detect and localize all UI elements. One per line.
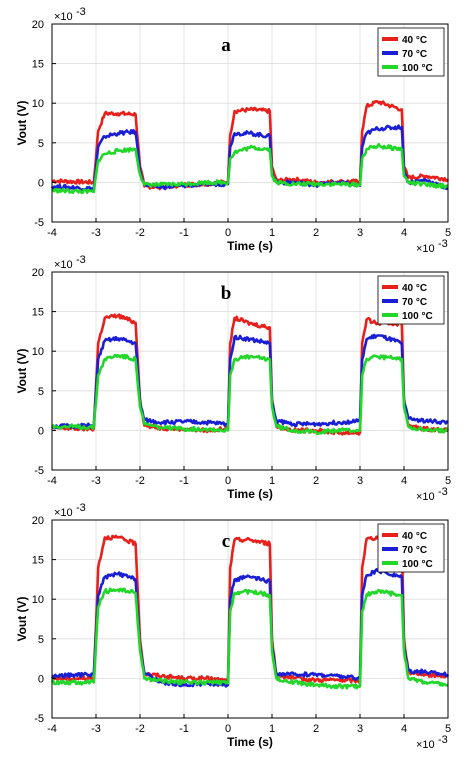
- panel-label: c: [222, 531, 230, 552]
- x-tick-label: -1: [179, 227, 189, 239]
- x-tick-label: 1: [269, 475, 275, 487]
- y-multiplier-exponent: -3: [76, 502, 86, 514]
- y-axis-label: Vout (V): [15, 348, 29, 393]
- x-axis-label: Time (s): [227, 239, 273, 253]
- x-axis-label: Time (s): [227, 487, 273, 501]
- legend-entry-label: 100 °C: [402, 63, 433, 74]
- legend-entry-label: 100 °C: [402, 559, 433, 570]
- x-multiplier-exponent: -3: [438, 734, 448, 746]
- y-tick-label: 5: [38, 138, 44, 150]
- x-tick-label: 0: [225, 723, 231, 735]
- x-multiplier-exponent: -3: [438, 486, 448, 498]
- series-line-70Cc: [50, 124, 449, 192]
- x-tick-label: -1: [179, 723, 189, 735]
- x-tick-label: -3: [91, 227, 101, 239]
- x-tick-label: 2: [313, 227, 319, 239]
- x-tick-label: -4: [47, 475, 57, 487]
- y-tick-label: 0: [38, 425, 44, 437]
- y-tick-label: -5: [34, 217, 44, 229]
- x-tick-label: -2: [135, 475, 145, 487]
- y-tick-label: 10: [32, 98, 44, 110]
- x-multiplier-exponent: -3: [438, 238, 448, 250]
- y-tick-label: 10: [32, 346, 44, 358]
- legend-entry-label: 40 °C: [402, 35, 427, 46]
- legend-entry-label: 70 °C: [402, 297, 427, 308]
- x-multiplier: ×10: [416, 243, 435, 255]
- series-line-100Cc: [51, 353, 450, 436]
- y-tick-label: -5: [34, 713, 44, 725]
- legend-entry-label: 40 °C: [402, 531, 427, 542]
- series-line-70Cc: [51, 333, 449, 430]
- legend: 40 °C 70 °C 100 °C: [377, 27, 445, 77]
- x-tick-label: 3: [357, 475, 363, 487]
- x-tick-label: -2: [135, 227, 145, 239]
- x-tick-label: -2: [135, 723, 145, 735]
- y-multiplier: ×10: [54, 259, 73, 271]
- x-tick-label: 3: [357, 227, 363, 239]
- legend-entry-label: 70 °C: [402, 545, 427, 556]
- y-tick-label: 5: [38, 386, 44, 398]
- y-axis-label: Vout (V): [15, 100, 29, 145]
- x-tick-label: -3: [91, 723, 101, 735]
- x-tick-label: 0: [225, 227, 231, 239]
- legend-entry-label: 70 °C: [402, 49, 427, 60]
- y-tick-label: 15: [32, 307, 44, 319]
- y-tick-label: 10: [32, 594, 44, 606]
- x-tick-label: 2: [313, 475, 319, 487]
- x-multiplier: ×10: [416, 739, 435, 751]
- x-tick-label: 0: [225, 475, 231, 487]
- x-multiplier: ×10: [416, 491, 435, 503]
- y-axis-label: Vout (V): [15, 596, 29, 641]
- x-tick-label: 1: [269, 227, 275, 239]
- y-multiplier-exponent: -3: [76, 6, 86, 18]
- x-tick-label: 4: [401, 723, 407, 735]
- x-tick-label: 2: [313, 723, 319, 735]
- series-line-100Cc: [51, 142, 449, 195]
- x-tick-label: 1: [269, 723, 275, 735]
- axes-frame: [51, 23, 449, 223]
- y-tick-label: 20: [32, 19, 44, 31]
- series-line-40Cc: [51, 100, 450, 191]
- y-tick-label: 15: [32, 59, 44, 71]
- axes-frame: [51, 271, 449, 471]
- y-tick-label: -5: [34, 465, 44, 477]
- y-tick-label: 15: [32, 555, 44, 567]
- legend: 40 °C 70 °C 100 °C: [377, 523, 445, 573]
- x-tick-label: 3: [357, 723, 363, 735]
- legend-entry-label: 40 °C: [402, 283, 427, 294]
- y-tick-label: 20: [32, 515, 44, 527]
- series-line-100Cc: [50, 587, 449, 690]
- x-tick-label: -3: [91, 475, 101, 487]
- x-tick-label: 5: [445, 475, 451, 487]
- y-multiplier-exponent: -3: [76, 254, 86, 266]
- y-multiplier: ×10: [54, 507, 73, 519]
- axes-frame: [51, 519, 449, 719]
- y-multiplier: ×10: [54, 11, 73, 23]
- x-tick-label: -4: [47, 723, 57, 735]
- y-tick-label: 20: [32, 267, 44, 279]
- y-tick-label: 5: [38, 634, 44, 646]
- legend-entry-label: 100 °C: [402, 311, 433, 322]
- x-tick-label: 4: [401, 475, 407, 487]
- x-tick-label: 4: [401, 227, 407, 239]
- panel-label: b: [221, 283, 232, 304]
- x-tick-label: 5: [445, 723, 451, 735]
- x-tick-label: -4: [47, 227, 57, 239]
- panel-label: a: [221, 35, 231, 56]
- legend: 40 °C 70 °C 100 °C: [377, 275, 445, 325]
- x-tick-label: 5: [445, 227, 451, 239]
- x-tick-label: -1: [179, 475, 189, 487]
- y-tick-label: 0: [38, 673, 44, 685]
- x-axis-label: Time (s): [227, 735, 273, 749]
- y-tick-label: 0: [38, 177, 44, 189]
